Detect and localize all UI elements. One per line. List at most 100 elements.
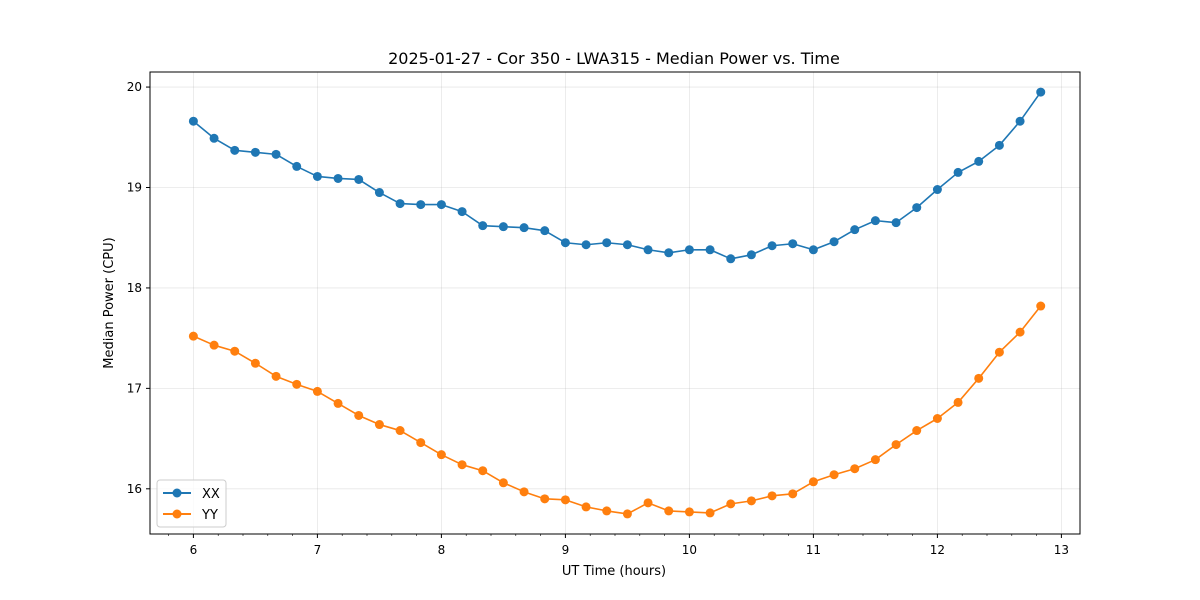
data-point-yy <box>726 499 736 509</box>
data-point-yy <box>333 398 343 408</box>
data-point-yy <box>602 506 612 516</box>
data-point-xx <box>374 188 384 198</box>
series-xx <box>188 87 1046 264</box>
y-tick-label: 18 <box>127 281 142 295</box>
data-point-yy <box>271 371 281 381</box>
data-point-xx <box>188 116 198 126</box>
data-point-xx <box>912 203 922 213</box>
legend-marker-yy <box>172 509 182 519</box>
data-point-yy <box>850 464 860 474</box>
data-point-yy <box>519 487 529 497</box>
ticks: 6 7 8 9 10 11 12 13 16 17 18 19 20 <box>127 80 1069 557</box>
data-point-yy <box>436 450 446 460</box>
y-tick-label: 16 <box>127 482 142 496</box>
data-point-xx <box>457 207 467 217</box>
data-point-xx <box>746 250 756 260</box>
legend: XX YY <box>156 479 227 528</box>
data-point-yy <box>767 491 777 501</box>
data-point-yy <box>808 477 818 487</box>
data-point-yy <box>1036 301 1046 311</box>
data-point-yy <box>292 379 302 389</box>
data-point-yy <box>974 373 984 383</box>
data-point-yy <box>540 494 550 504</box>
data-point-xx <box>726 254 736 264</box>
x-tick-label: 9 <box>562 543 570 557</box>
data-point-yy <box>188 331 198 341</box>
x-axis-label: UT Time (hours) <box>562 564 666 579</box>
data-point-xx <box>622 240 632 250</box>
data-point-xx <box>436 200 446 210</box>
data-point-yy <box>374 420 384 430</box>
data-point-xx <box>1036 87 1046 97</box>
data-point-xx <box>354 174 364 184</box>
data-point-yy <box>209 340 219 350</box>
data-point-xx <box>292 161 302 171</box>
series-yy <box>188 301 1046 519</box>
data-point-xx <box>974 156 984 166</box>
data-point-xx <box>271 149 281 159</box>
y-tick-label: 17 <box>127 381 142 395</box>
data-point-yy <box>891 440 901 450</box>
data-point-yy <box>684 507 694 517</box>
data-point-xx <box>560 238 570 248</box>
data-point-xx <box>870 216 880 226</box>
data-point-yy <box>250 358 260 368</box>
data-point-xx <box>664 248 674 258</box>
data-point-xx <box>519 223 529 233</box>
data-point-xx <box>684 245 694 255</box>
y-tick-label: 20 <box>127 80 142 94</box>
data-point-xx <box>788 239 798 249</box>
data-point-xx <box>808 245 818 255</box>
data-point-yy <box>643 498 653 508</box>
data-point-xx <box>416 200 426 210</box>
grid <box>150 72 1080 534</box>
chart-title: 2025-01-27 - Cor 350 - LWA315 - Median P… <box>388 49 840 68</box>
x-tick-label: 11 <box>806 543 821 557</box>
data-point-xx <box>230 145 240 155</box>
legend-label-xx: XX <box>202 487 220 502</box>
data-point-xx <box>994 140 1004 150</box>
data-point-yy <box>560 495 570 505</box>
data-point-xx <box>498 222 508 232</box>
data-point-yy <box>664 506 674 516</box>
x-tick-label: 7 <box>314 543 322 557</box>
data-point-yy <box>354 410 364 420</box>
data-point-yy <box>416 438 426 448</box>
data-point-yy <box>829 470 839 480</box>
data-point-yy <box>457 460 467 470</box>
x-tick-label: 12 <box>930 543 945 557</box>
data-point-xx <box>1015 116 1025 126</box>
data-point-yy <box>746 496 756 506</box>
data-point-yy <box>395 426 405 436</box>
data-point-yy <box>230 346 240 356</box>
data-point-xx <box>829 237 839 247</box>
data-point-yy <box>705 508 715 518</box>
data-point-xx <box>850 225 860 235</box>
data-point-yy <box>932 414 942 423</box>
data-point-yy <box>581 502 591 512</box>
data-point-xx <box>312 171 322 181</box>
x-tick-label: 13 <box>1054 543 1069 557</box>
data-point-yy <box>788 489 798 499</box>
data-point-yy <box>1015 327 1025 337</box>
x-tick-label: 6 <box>190 543 198 557</box>
data-point-yy <box>953 397 963 407</box>
y-axis-label: Median Power (CPU) <box>102 237 117 368</box>
data-point-yy <box>870 455 880 465</box>
data-point-yy <box>312 386 322 396</box>
x-tick-label: 8 <box>438 543 446 557</box>
data-point-yy <box>478 466 488 476</box>
data-point-xx <box>333 173 343 183</box>
data-point-xx <box>767 241 777 251</box>
data-point-xx <box>209 133 219 143</box>
data-point-xx <box>395 199 405 209</box>
legend-label-yy: YY <box>201 508 218 523</box>
data-point-xx <box>891 218 901 228</box>
data-point-xx <box>643 245 653 255</box>
data-point-xx <box>540 226 550 236</box>
data-point-yy <box>912 426 922 436</box>
data-point-xx <box>602 238 612 248</box>
y-tick-label: 19 <box>127 181 142 195</box>
data-point-xx <box>581 240 591 250</box>
